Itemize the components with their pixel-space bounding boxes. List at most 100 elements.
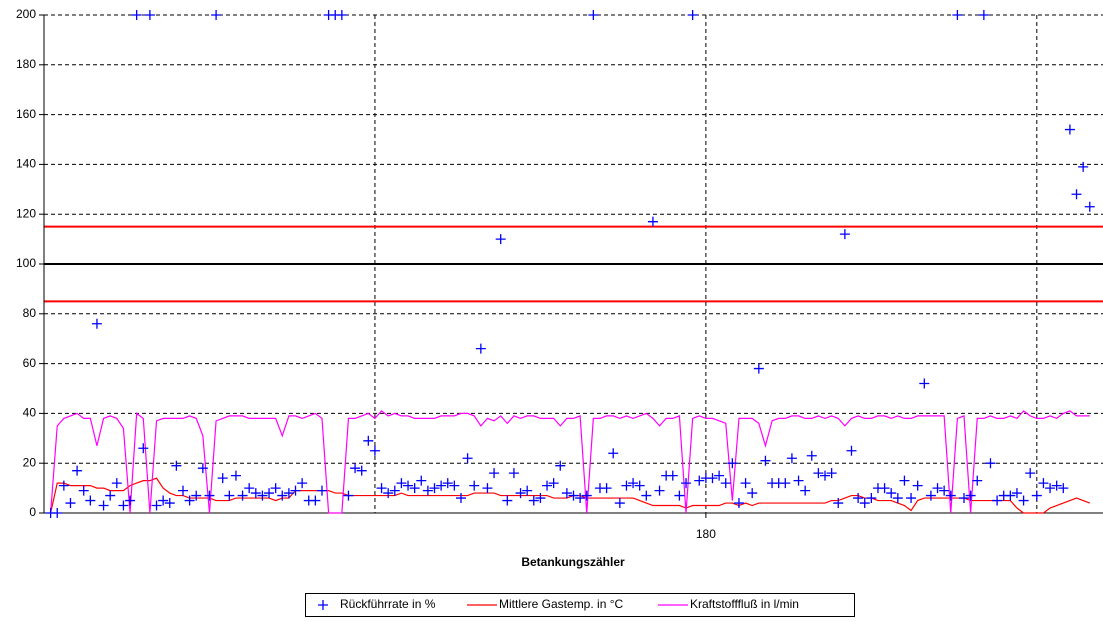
point: [230, 470, 241, 481]
point: [455, 493, 466, 504]
point: [1045, 483, 1056, 494]
point: [204, 490, 215, 501]
point: [786, 453, 797, 464]
point: [197, 463, 208, 474]
point: [581, 490, 592, 501]
point: [820, 470, 831, 481]
point: [283, 488, 294, 499]
point: [535, 493, 546, 504]
point: [462, 453, 473, 464]
point: [85, 495, 96, 506]
point: [217, 473, 228, 484]
point: [932, 483, 943, 494]
point: [925, 490, 936, 501]
point: [833, 498, 844, 509]
point: [290, 485, 301, 496]
point: [224, 490, 235, 501]
point: [568, 490, 579, 501]
point: [727, 458, 738, 469]
point: [449, 480, 460, 491]
point: [191, 490, 202, 501]
point: [1038, 478, 1049, 489]
point: [78, 485, 89, 496]
point: [647, 216, 658, 227]
point: [131, 10, 142, 20]
point: [264, 488, 275, 499]
point: [522, 485, 533, 496]
point: [310, 495, 321, 506]
point: [515, 488, 526, 499]
point: [118, 500, 129, 511]
point: [601, 483, 612, 494]
point: [1071, 189, 1082, 200]
point: [628, 478, 639, 489]
point: [614, 498, 625, 509]
point: [403, 480, 414, 491]
point: [892, 493, 903, 504]
point: [575, 493, 586, 504]
point: [72, 465, 83, 476]
point: [846, 445, 857, 456]
point: [839, 229, 850, 240]
point: [389, 485, 400, 496]
point: [1018, 495, 1029, 506]
point: [376, 483, 387, 494]
point: [257, 490, 268, 501]
point: [641, 490, 652, 501]
point: [694, 475, 705, 486]
point: [1064, 124, 1075, 135]
y-tick-label: 80: [23, 306, 37, 320]
point: [416, 475, 427, 486]
point: [806, 450, 817, 461]
point: [363, 435, 374, 446]
point: [879, 483, 890, 494]
point: [383, 488, 394, 499]
point: [297, 478, 308, 489]
point: [369, 445, 380, 456]
line: [50, 410, 1090, 514]
y-tick-label: 200: [16, 7, 36, 21]
point: [1078, 161, 1089, 172]
point: [634, 480, 645, 491]
x-axis-title: Betankungszähler: [521, 555, 625, 569]
y-tick-label: 40: [23, 406, 37, 420]
y-tick-label: 60: [23, 356, 37, 370]
point: [959, 493, 970, 504]
point: [144, 10, 155, 20]
point: [608, 448, 619, 459]
y-tick-label: 0: [29, 505, 36, 519]
point: [270, 483, 281, 494]
point: [343, 490, 354, 501]
point: [356, 465, 367, 476]
point: [707, 473, 718, 484]
point: [555, 460, 566, 471]
point: [482, 483, 493, 494]
point: [1025, 468, 1036, 479]
point: [733, 498, 744, 509]
point: [747, 488, 758, 499]
legend-label: Kraftstofffluß in l/min: [690, 597, 799, 611]
point: [422, 485, 433, 496]
point: [800, 485, 811, 496]
point: [740, 478, 751, 489]
point: [952, 10, 963, 20]
point: [1031, 490, 1042, 501]
point: [237, 490, 248, 501]
point: [972, 475, 983, 486]
point: [1011, 488, 1022, 499]
point: [1051, 480, 1062, 491]
point: [985, 458, 996, 469]
point: [98, 500, 109, 511]
legend-label: Mittlere Gastemp. in °C: [499, 597, 624, 611]
y-tick-label: 100: [16, 256, 36, 270]
point: [945, 490, 956, 501]
point: [561, 488, 572, 499]
point: [502, 495, 513, 506]
point: [244, 483, 255, 494]
point: [442, 478, 453, 489]
point: [350, 463, 361, 474]
point: [211, 10, 222, 20]
legend-marker: [318, 600, 328, 610]
